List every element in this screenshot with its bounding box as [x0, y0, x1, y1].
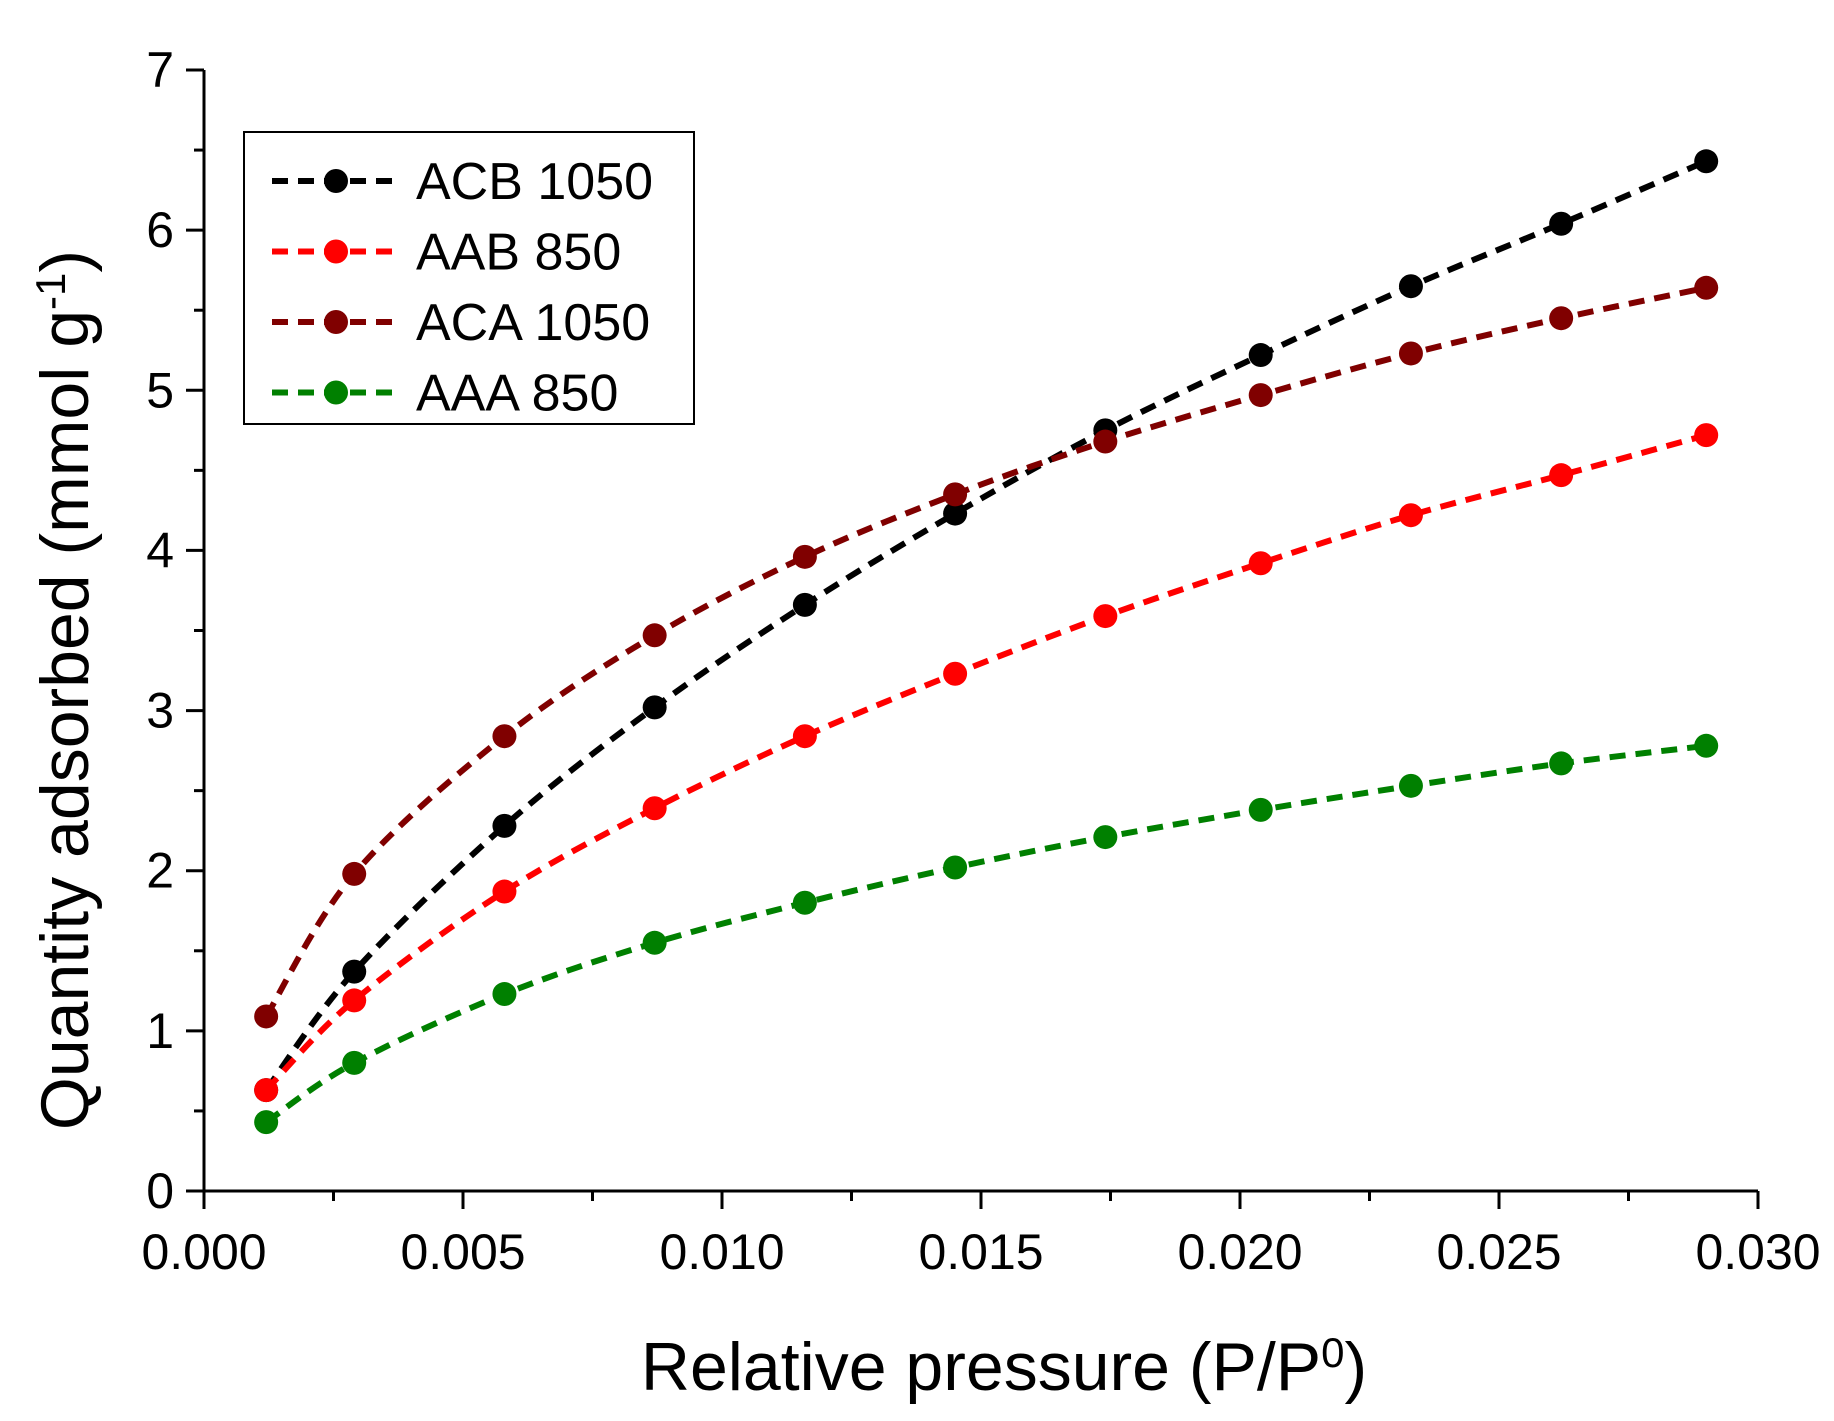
legend-marker	[324, 380, 348, 405]
legend-marker	[324, 169, 348, 193]
y-tick-label: 6	[146, 202, 174, 258]
legend: ACB 1050 AAB 850 ACA 1050 AAA 850	[243, 131, 695, 425]
y-tick-label: 0	[146, 1163, 174, 1219]
data-point	[1549, 306, 1574, 331]
data-point	[492, 982, 517, 1007]
y-tick-label: 7	[146, 42, 174, 98]
axes: 0.000 0.005 0.010 0.015 0.020 0.025 0.030 0 1 2 3 4…	[141, 42, 1820, 1280]
x-tick-label: 0.025	[1436, 1224, 1561, 1280]
legend-marker	[324, 239, 348, 264]
data-point	[342, 988, 367, 1013]
legend-label: AAA 850	[416, 365, 618, 423]
data-point	[1398, 773, 1423, 798]
data-point	[1093, 604, 1118, 629]
data-point	[1694, 149, 1719, 174]
y-tick-label: 3	[146, 683, 174, 739]
legend-item: ACB 1050	[272, 153, 653, 211]
legend-marker	[324, 310, 348, 334]
x-tick-label: 0.020	[1177, 1224, 1302, 1280]
data-point	[1093, 429, 1118, 454]
data-point	[492, 813, 517, 838]
data-point	[342, 959, 367, 984]
y-tick-label: 2	[146, 843, 174, 899]
data-point	[342, 1050, 367, 1075]
data-point	[1694, 733, 1719, 758]
legend-item: ACA 1050	[272, 294, 650, 352]
data-point	[943, 855, 968, 880]
series-aab-850	[254, 423, 1719, 1103]
data-point	[342, 861, 367, 886]
data-point	[1248, 551, 1273, 576]
y-tick-label: 5	[146, 362, 174, 418]
data-point	[943, 661, 968, 686]
data-point	[1549, 751, 1574, 776]
data-point	[1398, 341, 1423, 366]
legend-item: AAA 850	[272, 365, 618, 423]
data-point	[642, 623, 667, 648]
data-point	[254, 1078, 279, 1103]
data-point	[254, 1110, 279, 1135]
data-point	[792, 724, 817, 749]
x-tick-label: 0.015	[918, 1224, 1043, 1280]
data-point	[492, 724, 517, 749]
data-point	[1694, 423, 1719, 448]
legend-label: ACA 1050	[416, 294, 650, 352]
data-point	[492, 879, 517, 904]
legend-label: ACB 1050	[416, 153, 653, 211]
series-aaa-850	[254, 733, 1719, 1135]
series-line	[263, 284, 1707, 1019]
data-point	[254, 1004, 279, 1029]
plot-area	[254, 149, 1719, 1135]
data-point	[792, 890, 817, 915]
x-tick-label: 0.030	[1695, 1224, 1820, 1280]
legend-box	[243, 131, 695, 425]
legend-label: AAB 850	[416, 224, 621, 282]
x-axis-label: Relative pressure (P/P0)	[641, 1329, 1367, 1406]
data-point	[1093, 825, 1118, 850]
series-aca-1050	[254, 275, 1719, 1029]
data-point	[642, 796, 667, 821]
data-point	[1549, 211, 1574, 236]
data-point	[1398, 274, 1423, 299]
data-point	[1248, 797, 1273, 822]
data-point	[943, 501, 968, 526]
data-point	[1248, 383, 1273, 408]
x-tick-label: 0.010	[659, 1224, 784, 1280]
data-point	[1549, 463, 1574, 488]
data-point	[943, 482, 968, 507]
data-point	[792, 592, 817, 617]
data-point	[1398, 503, 1423, 528]
data-point	[1694, 275, 1719, 300]
y-tick-label: 4	[146, 522, 174, 578]
y-tick-label: 1	[146, 1003, 174, 1059]
data-point	[792, 544, 817, 569]
x-tick-label: 0.005	[400, 1224, 525, 1280]
data-point	[642, 930, 667, 955]
legend-item: AAB 850	[272, 224, 621, 282]
data-point	[1248, 343, 1273, 368]
y-axis-label: Quantity adsorbed (mmol g-1)	[27, 250, 104, 1130]
data-point	[642, 695, 667, 720]
x-tick-label: 0.000	[141, 1224, 266, 1280]
